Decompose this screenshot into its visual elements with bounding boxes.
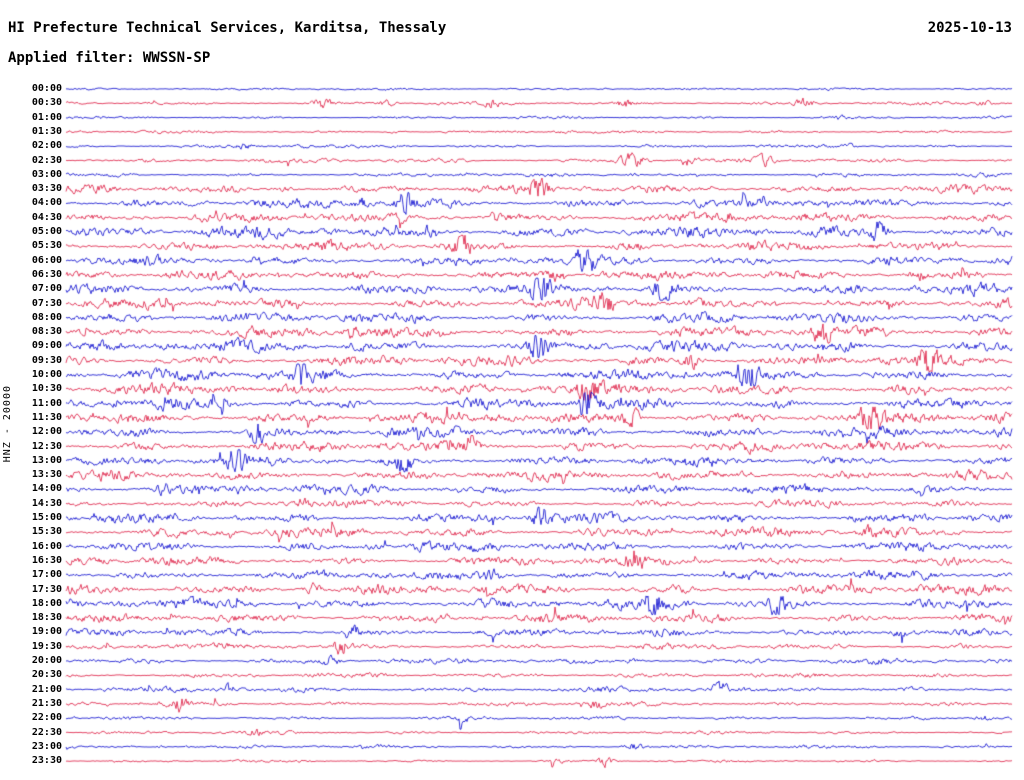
time-label: 12:30 bbox=[31, 440, 62, 452]
date-label: 2025-10-13 bbox=[927, 20, 1012, 36]
header-row: HI Prefecture Technical Services, Kardit… bbox=[8, 20, 1012, 38]
time-label: 22:00 bbox=[31, 712, 62, 724]
time-label: 17:00 bbox=[31, 569, 62, 581]
time-label: 23:00 bbox=[31, 740, 62, 752]
time-label: 22:30 bbox=[31, 726, 62, 738]
time-label: 13:30 bbox=[31, 469, 62, 481]
filter-label: Applied filter: WWSSN-SP bbox=[8, 50, 211, 66]
time-label: 06:30 bbox=[31, 268, 62, 280]
time-label: 16:00 bbox=[31, 540, 62, 552]
time-label: 19:30 bbox=[31, 640, 62, 652]
time-label: 04:30 bbox=[31, 211, 62, 223]
time-label: 04:00 bbox=[31, 197, 62, 209]
time-label: 02:30 bbox=[31, 154, 62, 166]
time-label: 15:30 bbox=[31, 526, 62, 538]
time-label: 10:30 bbox=[31, 383, 62, 395]
time-label: 15:00 bbox=[31, 512, 62, 523]
time-label: 11:00 bbox=[31, 397, 62, 409]
time-label: 05:30 bbox=[31, 240, 62, 252]
time-label: 00:30 bbox=[31, 97, 62, 109]
time-label: 17:30 bbox=[31, 583, 62, 595]
time-label: 05:00 bbox=[31, 226, 62, 237]
time-label: 20:30 bbox=[31, 669, 62, 681]
time-label: 10:00 bbox=[31, 369, 62, 380]
time-label: 18:30 bbox=[31, 612, 62, 624]
time-label: 01:30 bbox=[31, 125, 62, 137]
page-title: HI Prefecture Technical Services, Kardit… bbox=[8, 20, 447, 36]
time-label: 01:00 bbox=[31, 111, 62, 123]
time-label: 09:00 bbox=[31, 340, 62, 352]
time-label: 16:30 bbox=[31, 554, 62, 566]
time-label: 03:00 bbox=[31, 168, 62, 180]
time-label: 11:30 bbox=[31, 411, 62, 423]
time-label: 02:00 bbox=[31, 140, 62, 152]
time-label: 21:30 bbox=[31, 697, 62, 709]
time-label: 08:30 bbox=[31, 326, 62, 338]
time-label: 00:00 bbox=[31, 83, 62, 94]
time-label: 12:00 bbox=[31, 426, 62, 438]
time-label: 06:00 bbox=[31, 254, 62, 266]
time-label: 14:00 bbox=[31, 483, 62, 495]
time-label: 18:00 bbox=[31, 597, 62, 609]
time-label: 09:30 bbox=[31, 354, 62, 366]
time-label: 20:00 bbox=[31, 655, 62, 666]
time-label: 19:00 bbox=[31, 626, 62, 638]
time-label: 08:00 bbox=[31, 311, 62, 323]
time-label: 07:00 bbox=[31, 283, 62, 295]
y-axis-label: HNZ - 20000 bbox=[2, 385, 13, 463]
time-label: 07:30 bbox=[31, 297, 62, 309]
time-label: 03:30 bbox=[31, 183, 62, 195]
time-label: 23:30 bbox=[31, 755, 62, 767]
time-label: 21:00 bbox=[31, 683, 62, 695]
time-label: 14:30 bbox=[31, 497, 62, 509]
time-label: 13:00 bbox=[31, 454, 62, 466]
